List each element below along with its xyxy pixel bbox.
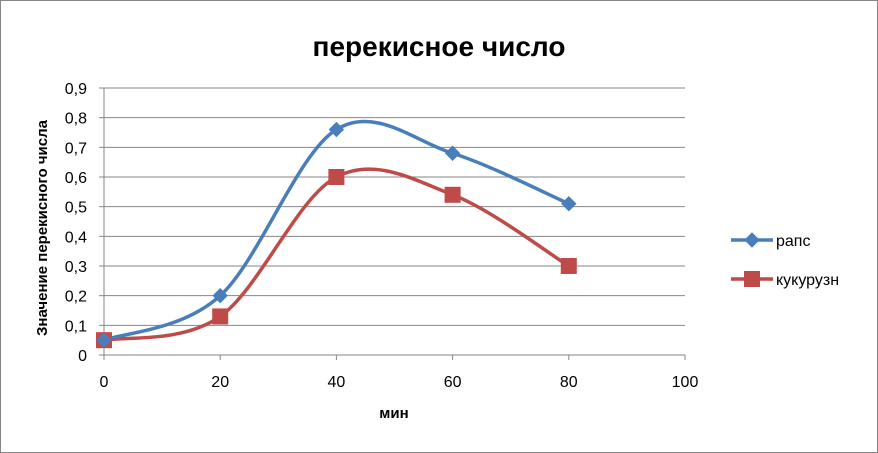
data-point-0-2: [328, 121, 345, 138]
data-point-1-2: [328, 169, 345, 185]
gridlines: [104, 87, 685, 326]
series-layer: [102, 119, 571, 342]
y-tick-label-3: 0,3: [65, 259, 87, 276]
data-point-1-1: [212, 308, 229, 325]
data-point-0-0: [96, 332, 112, 348]
x-tick-label-5: 100: [672, 374, 699, 391]
markers-layer: [96, 121, 577, 349]
x-tick-label-3: 60: [444, 374, 462, 391]
legend-label-0: рапс: [776, 233, 810, 250]
series-line-0: [102, 119, 571, 342]
data-point-0-4: [561, 195, 577, 212]
legend-marker-1: [744, 271, 760, 287]
data-point-1-4: [560, 258, 577, 274]
data-point-0-3: [444, 145, 461, 161]
series-line-1: [102, 167, 571, 342]
tick-labels: 0 0,1 0,2 0,3 0,4 0,5 0,6 0,7 0,8 0,9 0 20 40 60 80 100: [65, 81, 699, 391]
y-tick-label-6: 0,6: [65, 170, 87, 187]
y-tick-label-4: 0,4: [65, 229, 87, 246]
y-tick-label-0: 0: [78, 348, 87, 365]
axes: [99, 87, 686, 360]
legend-marker-0: [744, 232, 760, 248]
data-point-0-1: [212, 287, 228, 304]
legend-label-1: кукурузн: [776, 272, 839, 289]
y-tick-label-2: 0,2: [65, 289, 87, 306]
y-tick-label-8: 0,8: [65, 111, 87, 128]
legend: рапс кукурузн: [731, 232, 839, 289]
data-point-1-3: [444, 186, 461, 203]
y-tick-label-7: 0,7: [65, 140, 87, 157]
y-tick-label-1: 0,1: [65, 318, 87, 335]
y-tick-label-5: 0,5: [65, 200, 87, 217]
x-tick-label-0: 0: [100, 374, 109, 391]
chart-title: перекисное число: [313, 31, 566, 62]
y-axis-title: Значение перекисного числа: [34, 119, 51, 336]
x-tick-label-2: 40: [328, 374, 346, 391]
x-tick-label-1: 20: [211, 374, 229, 391]
y-tick-label-9: 0,9: [65, 81, 87, 98]
x-axis-title: мин: [379, 405, 408, 422]
x-tick-label-4: 80: [560, 374, 578, 391]
